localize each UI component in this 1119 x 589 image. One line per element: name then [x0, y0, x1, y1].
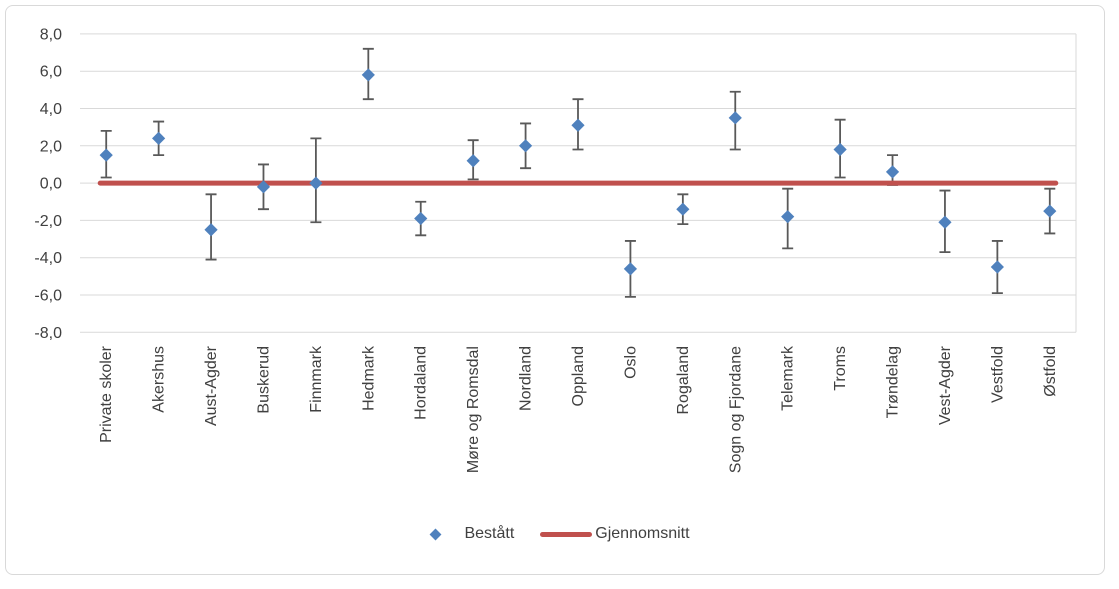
x-category-label: Rogaland	[675, 346, 692, 415]
legend-item-bestatt: Bestått	[429, 525, 514, 543]
x-category-label: Trøndelag	[885, 346, 902, 418]
data-point-diamond	[885, 165, 900, 179]
x-category-label: Sogn og Fjordane	[727, 346, 744, 473]
data-point-diamond	[309, 176, 323, 190]
data-point-diamond	[361, 68, 375, 82]
data-point-diamond	[728, 111, 742, 125]
x-category-label: Akershus	[151, 346, 168, 413]
diamond-marker-icon	[430, 528, 442, 540]
x-category-label: Buskerud	[255, 346, 272, 414]
x-category-label: Oslo	[622, 346, 639, 379]
data-point-diamond	[99, 148, 113, 162]
data-point-diamond	[204, 223, 218, 237]
data-point-diamond	[1043, 204, 1057, 218]
x-category-label: Vest-Agder	[937, 345, 954, 425]
y-tick-label: -8,0	[34, 325, 62, 342]
data-point-diamond	[256, 180, 271, 194]
data-point-diamond	[623, 262, 638, 276]
data-point-diamond	[938, 215, 952, 229]
y-tick-label: 2,0	[40, 138, 62, 155]
x-category-label: Telemark	[780, 345, 797, 411]
legend: Bestått Gjennomsnitt	[0, 520, 1119, 548]
chart-frame	[5, 5, 1105, 575]
legend-item-gjennomsnitt: Gjennomsnitt	[540, 525, 690, 543]
y-tick-label: 6,0	[40, 64, 62, 81]
data-point-diamond	[152, 131, 166, 145]
data-point-diamond	[518, 139, 533, 153]
data-point-diamond	[990, 260, 1004, 274]
x-category-label: Aust-Agder	[203, 345, 220, 426]
y-tick-label: 8,0	[40, 26, 62, 43]
legend-label-gjennomsnitt: Gjennomsnitt	[595, 525, 690, 542]
data-point-diamond	[414, 211, 428, 226]
data-point-diamond	[833, 142, 847, 157]
data-point-diamond	[466, 154, 480, 168]
y-tick-label: 0,0	[40, 176, 62, 193]
x-category-label: Private skoler	[98, 345, 115, 443]
average-line-icon	[540, 531, 593, 537]
x-category-label: Hedmark	[360, 345, 377, 411]
data-point-diamond	[781, 210, 795, 224]
x-category-label: Finnmark	[308, 345, 325, 413]
x-category-label: Oppland	[570, 346, 587, 407]
data-point-diamond	[571, 118, 585, 132]
x-category-label: Møre og Romsdal	[465, 346, 482, 473]
y-tick-label: -6,0	[34, 288, 62, 305]
y-tick-label: -4,0	[34, 250, 62, 267]
x-category-label: Østfold	[1042, 346, 1059, 397]
y-tick-label: 4,0	[40, 101, 62, 118]
legend-label-bestatt: Bestått	[464, 525, 515, 542]
data-point-diamond	[676, 202, 690, 216]
y-tick-label: -2,0	[34, 213, 62, 230]
diamond-glyph	[430, 528, 442, 540]
x-category-label: Hordaland	[413, 346, 430, 420]
x-category-label: Nordland	[518, 346, 535, 411]
x-category-label: Troms	[832, 346, 849, 391]
x-category-label: Vestfold	[989, 346, 1006, 403]
